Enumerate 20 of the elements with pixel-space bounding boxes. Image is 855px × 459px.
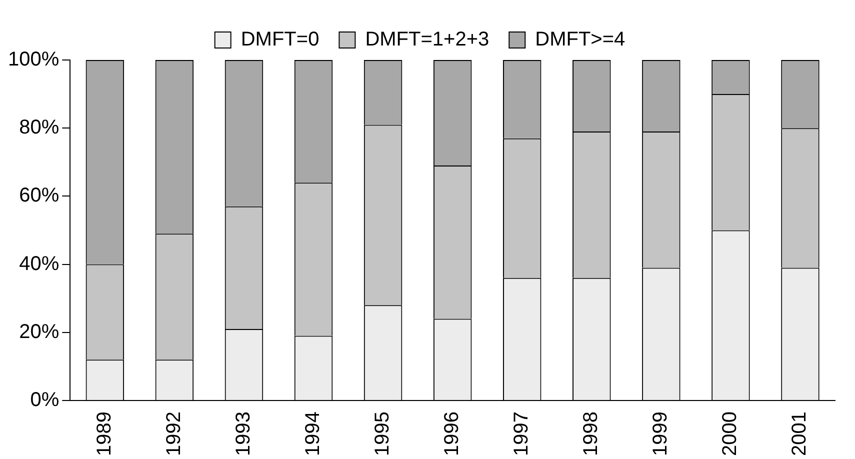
y-tick-label: 20% [19,320,60,343]
x-tick-label: 1996 [441,412,464,456]
y-tick-label: 100% [8,48,60,71]
y-tick-label: 60% [19,184,60,207]
legend-label: DMFT>=4 [535,28,626,51]
x-tick-label: 1994 [302,412,324,456]
x-tick-label: 1989 [93,412,116,456]
y-tick-label: 80% [19,116,60,139]
x-tick-label: 1997 [510,412,533,456]
x-tick-label: 1998 [580,412,602,456]
x-tick-label: 2001 [788,412,811,456]
y-tick-label: 0% [30,389,60,412]
x-tick-label: 1993 [232,412,254,456]
x-tick-label: 1992 [162,412,185,456]
legend-label: DMFT=0 [240,28,320,51]
x-tick-label: 1995 [372,412,394,456]
x-tick-label: 2000 [719,412,742,456]
y-tick-label: 40% [19,252,60,275]
x-tick-label: 1999 [650,412,672,456]
legend-label: DMFT=1+2+3 [365,28,490,51]
